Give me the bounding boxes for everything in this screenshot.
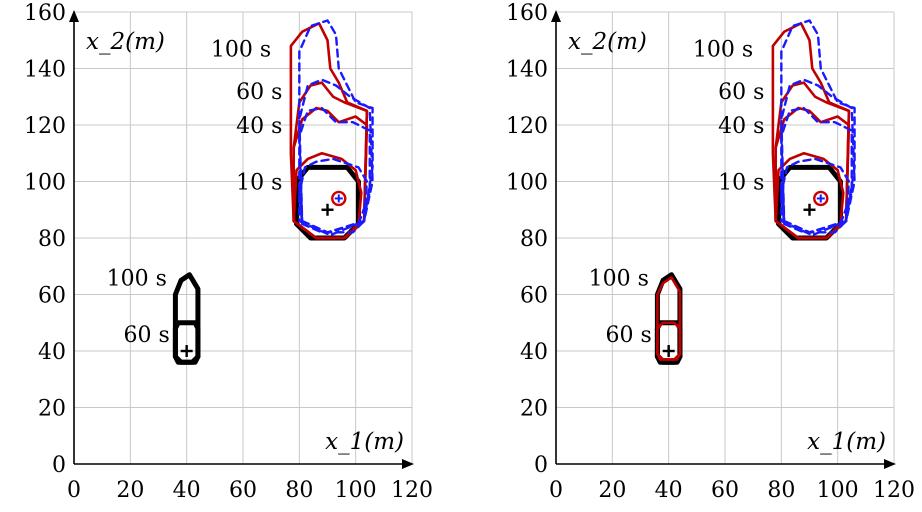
x-tick-label: 0 — [549, 478, 563, 503]
x-tick-label: 60 — [229, 478, 257, 503]
y-tick-label: 100 — [506, 171, 548, 196]
x-tick-label: 20 — [598, 478, 626, 503]
y-tick-label: 100 — [24, 171, 66, 196]
x-tick-label: 80 — [767, 478, 795, 503]
x-tick-label: 0 — [67, 478, 81, 503]
y-tick-label: 140 — [24, 58, 66, 83]
contour-blue-dashed — [298, 19, 374, 237]
x-tick-label: 120 — [873, 478, 915, 503]
y-axis-arrow — [551, 10, 561, 22]
y-tick-label: 20 — [520, 397, 548, 422]
x-axis-title: x_1(m) — [807, 429, 886, 455]
y-tick-label: 0 — [52, 453, 66, 478]
x-tick-label: 100 — [817, 478, 859, 503]
y-tick-label: 160 — [506, 1, 548, 26]
y-tick-label: 120 — [24, 114, 66, 139]
plus-marker — [321, 203, 334, 216]
time-label: 100 s — [211, 38, 271, 63]
plus-marker — [662, 345, 675, 357]
grid — [74, 11, 413, 464]
x-axis-arrow — [884, 459, 896, 469]
time-label: 10 s — [718, 171, 764, 196]
plus-marker — [180, 345, 193, 357]
contours — [172, 19, 374, 365]
time-label: 40 s — [718, 114, 764, 139]
time-label: 60 s — [123, 323, 169, 348]
axes — [551, 10, 896, 469]
x-tick-label: 40 — [655, 478, 683, 503]
contour-blue-dashed — [298, 78, 374, 234]
x-tick-label: 120 — [391, 478, 433, 503]
grid — [556, 11, 895, 464]
y-tick-label: 60 — [520, 284, 548, 309]
time-label: 60 s — [605, 323, 651, 348]
target-marker — [813, 190, 829, 207]
contour-black — [172, 272, 201, 365]
contour-red — [656, 276, 682, 361]
contour-blue-dashed — [780, 78, 856, 234]
y-axis-arrow — [69, 10, 79, 22]
y-tick-label: 40 — [520, 340, 548, 365]
x-axis-arrow — [402, 459, 414, 469]
time-label: 100 s — [589, 267, 649, 292]
y-tick-label: 140 — [506, 58, 548, 83]
time-label: 40 s — [236, 114, 282, 139]
y-tick-label: 160 — [24, 1, 66, 26]
contour-blue-dashed — [780, 19, 856, 237]
chart-panel-left: 0 20 40 60 80 100 120 0 20 40 60 80 100 120 140 160 x_1(… — [24, 1, 433, 503]
time-label: 60 s — [718, 80, 764, 105]
x-tick-label: 40 — [173, 478, 201, 503]
y-tick-label: 40 — [38, 340, 66, 365]
y-axis-title: x_2(m) — [86, 29, 165, 55]
chart-panel-right: 0 20 40 60 80 100 120 0 20 40 60 80 100 120 140 160 x_1(… — [506, 1, 915, 503]
contour-blue-dashed — [780, 157, 851, 234]
x-tick-label: 100 — [335, 478, 377, 503]
x-tick-label: 60 — [711, 478, 739, 503]
y-tick-label: 0 — [534, 453, 548, 478]
target-marker — [331, 190, 347, 207]
time-label: 100 s — [107, 267, 167, 292]
y-tick-label: 80 — [520, 227, 548, 252]
y-tick-label: 60 — [38, 284, 66, 309]
time-label: 10 s — [236, 171, 282, 196]
contour-red — [771, 21, 851, 240]
contour-red — [289, 21, 369, 240]
x-tick-label: 80 — [285, 478, 313, 503]
contour-blue-dashed — [298, 157, 369, 234]
y-tick-label: 20 — [38, 397, 66, 422]
time-label: 100 s — [693, 38, 753, 63]
contours — [654, 19, 856, 365]
time-label: 60 s — [236, 80, 282, 105]
y-axis-title: x_2(m) — [568, 29, 647, 55]
x-tick-label: 20 — [116, 478, 144, 503]
plus-marker — [803, 203, 816, 216]
y-tick-label: 120 — [506, 114, 548, 139]
y-tick-label: 80 — [38, 227, 66, 252]
x-axis-title: x_1(m) — [325, 429, 404, 455]
axes — [69, 10, 414, 469]
